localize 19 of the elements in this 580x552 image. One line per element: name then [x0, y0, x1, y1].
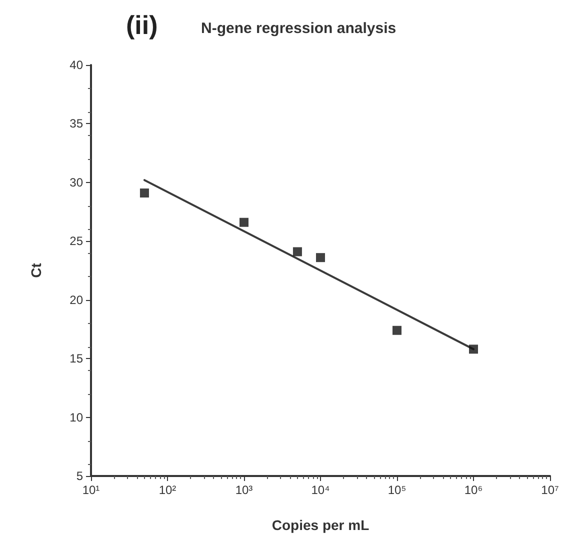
- y-tick-label: 25: [70, 234, 84, 248]
- text: (ii): [126, 10, 158, 40]
- x-tick-label: 10³: [235, 483, 253, 497]
- x-tick-label: 10⁷: [541, 483, 559, 497]
- y-tick-label: 15: [70, 352, 84, 366]
- y-axis-title: Ct: [28, 262, 44, 278]
- x-tick-label: 10⁶: [464, 483, 483, 497]
- y-tick-label: 20: [70, 292, 84, 307]
- y-tick-label: 5: [76, 469, 84, 483]
- y-tick-label: 30: [70, 175, 84, 190]
- y-tick-label: 10: [70, 410, 84, 424]
- x-tick-label: 10²: [158, 483, 176, 497]
- x-tick-label: 10⁴: [311, 483, 330, 497]
- x-tick-label: 10¹: [82, 483, 100, 497]
- y-tick-label: 40: [70, 58, 84, 72]
- y-tick-label: 35: [70, 116, 84, 131]
- chart-title: N-gene regression analysis: [201, 20, 396, 37]
- x-tick-label: 10⁵: [388, 483, 406, 497]
- x-axis-title: Copies per mL: [272, 517, 370, 533]
